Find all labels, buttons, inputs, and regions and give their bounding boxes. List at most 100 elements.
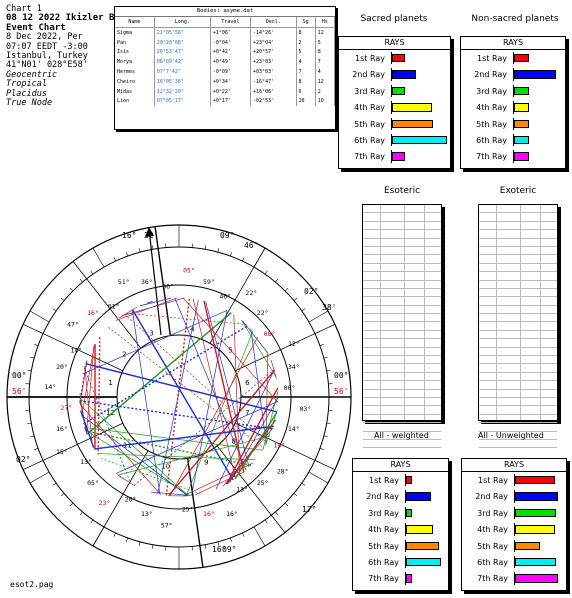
table-row (363, 281, 441, 289)
degree-tick (230, 252, 232, 257)
planet-degree: 22° (245, 289, 257, 297)
col-header: Travel (210, 17, 252, 28)
ray-row: 7th Ray (339, 148, 450, 164)
table-row: Cheiro 16°05'36" +0°34' -16°47' 8 12 (115, 76, 336, 87)
table-row (479, 339, 557, 348)
degree-tick (204, 544, 207, 549)
ray-bar (392, 70, 416, 79)
table-row (363, 205, 441, 214)
ray-track (391, 52, 446, 65)
aspect-line (116, 474, 135, 487)
degree-tick (275, 511, 279, 516)
degree-tick (284, 502, 289, 507)
table-row (479, 432, 557, 440)
table-cell: -14°26' (250, 27, 297, 38)
aspect-line (146, 301, 153, 304)
degree-tick (284, 287, 289, 292)
aspect-line (81, 345, 95, 417)
degree-tick (308, 471, 329, 484)
table-cell: 26°53'47" (154, 47, 211, 58)
table-cell: +0°17' (210, 96, 252, 107)
ray-label: 4th Ray (368, 525, 399, 535)
house-number: 12 (106, 409, 115, 417)
degree-tick (30, 435, 35, 438)
ray-track (405, 506, 444, 520)
chart-header: Chart 1 08 12 2022 Ikizler Bi Event Char… (6, 4, 136, 108)
aspect-line (82, 309, 228, 375)
table-cell: Morya (115, 57, 155, 68)
ray-row: 4th Ray (353, 521, 448, 537)
ray-bar (515, 476, 555, 485)
table-row (479, 364, 557, 373)
aspect-line (86, 346, 95, 433)
degree-tick (323, 435, 328, 438)
table-row: Pan 20°20'08" -0°04' +23°04' 2 5 (115, 37, 336, 48)
ray-label: 1st Ray (477, 54, 507, 63)
aspect-line (157, 299, 199, 494)
ray-row: 6th Ray (353, 554, 448, 570)
ray-bar (515, 541, 540, 550)
table-row (363, 364, 441, 373)
ray-bar (514, 119, 530, 128)
house-number: 1 (108, 379, 112, 387)
degree-tick (323, 356, 328, 359)
ray-bar (406, 574, 412, 583)
table-row (479, 247, 557, 256)
table-row: Sigma 21°05'56" +1°06' -14°26' 8 12 (115, 27, 336, 38)
ray-track (513, 52, 561, 65)
chart-time: 07:07 EEDT -3:00 (6, 41, 88, 52)
degree-tick (275, 278, 279, 283)
column-rule (423, 205, 425, 420)
chart-number: Chart 1 (6, 4, 42, 14)
degree-tick (69, 287, 74, 292)
ray-track (514, 490, 562, 503)
chart-date: 8 Dec 2022, Per (6, 32, 83, 43)
table-row: Isis 26°53'47" +0°42' +20°57' 5 8 (115, 47, 336, 58)
degree-tick (30, 356, 35, 359)
ray-track (514, 474, 562, 487)
chart-title: 08 12 2022 Ikizler Bi (6, 13, 120, 24)
table-row: Lion 07°05'17" +0°17' -02°53' 10 10 (115, 96, 336, 107)
ray-label: 7th Ray (477, 574, 508, 584)
ray-track (514, 539, 562, 552)
table-row (479, 398, 557, 407)
house-number: 10 (161, 463, 170, 471)
table-row (363, 297, 441, 306)
aspect-line (83, 325, 249, 425)
cusp-degree: 00° (334, 371, 348, 380)
table-cell: 2 (315, 86, 336, 97)
col-header: Hs (315, 17, 336, 28)
degree-tick (326, 422, 331, 425)
chart-mode: Placidus (6, 88, 47, 99)
table-cell: +03°03' (250, 67, 297, 77)
ray-label: 5th Ray (477, 541, 508, 551)
table-cell: 06°09'42" (154, 57, 211, 68)
degree-tick (113, 532, 116, 537)
table-row (479, 239, 557, 247)
ray-row: 2nd Ray (461, 66, 565, 82)
table-row (479, 390, 557, 398)
planet-degree: 08° (264, 330, 276, 338)
table-cell: -02°53' (250, 96, 297, 107)
aspect-line (229, 397, 279, 483)
ray-bar (514, 70, 556, 79)
ray-bar (406, 541, 440, 550)
table-row (363, 348, 441, 357)
ray-row: 3rd Ray (353, 505, 448, 521)
ray-bar (515, 574, 559, 583)
ray-label: 5th Ray (476, 119, 507, 129)
ray-row: 7th Ray (461, 148, 565, 164)
planet-degree: 57° (161, 522, 173, 530)
table-row (479, 406, 557, 415)
table-cell: +0°49' (210, 57, 252, 68)
house-number: 7 (245, 409, 249, 417)
planet-degree: 22° (257, 309, 269, 317)
ray-label: 2nd Ray (352, 70, 385, 80)
ray-row: 4th Ray (462, 521, 566, 537)
ray-track (405, 539, 444, 552)
degree-tick (217, 541, 220, 546)
degree-tick (308, 310, 329, 323)
ray-track (391, 84, 446, 98)
file-name: esot2.pag (10, 580, 54, 589)
ray-label: 7th Ray (476, 152, 507, 162)
